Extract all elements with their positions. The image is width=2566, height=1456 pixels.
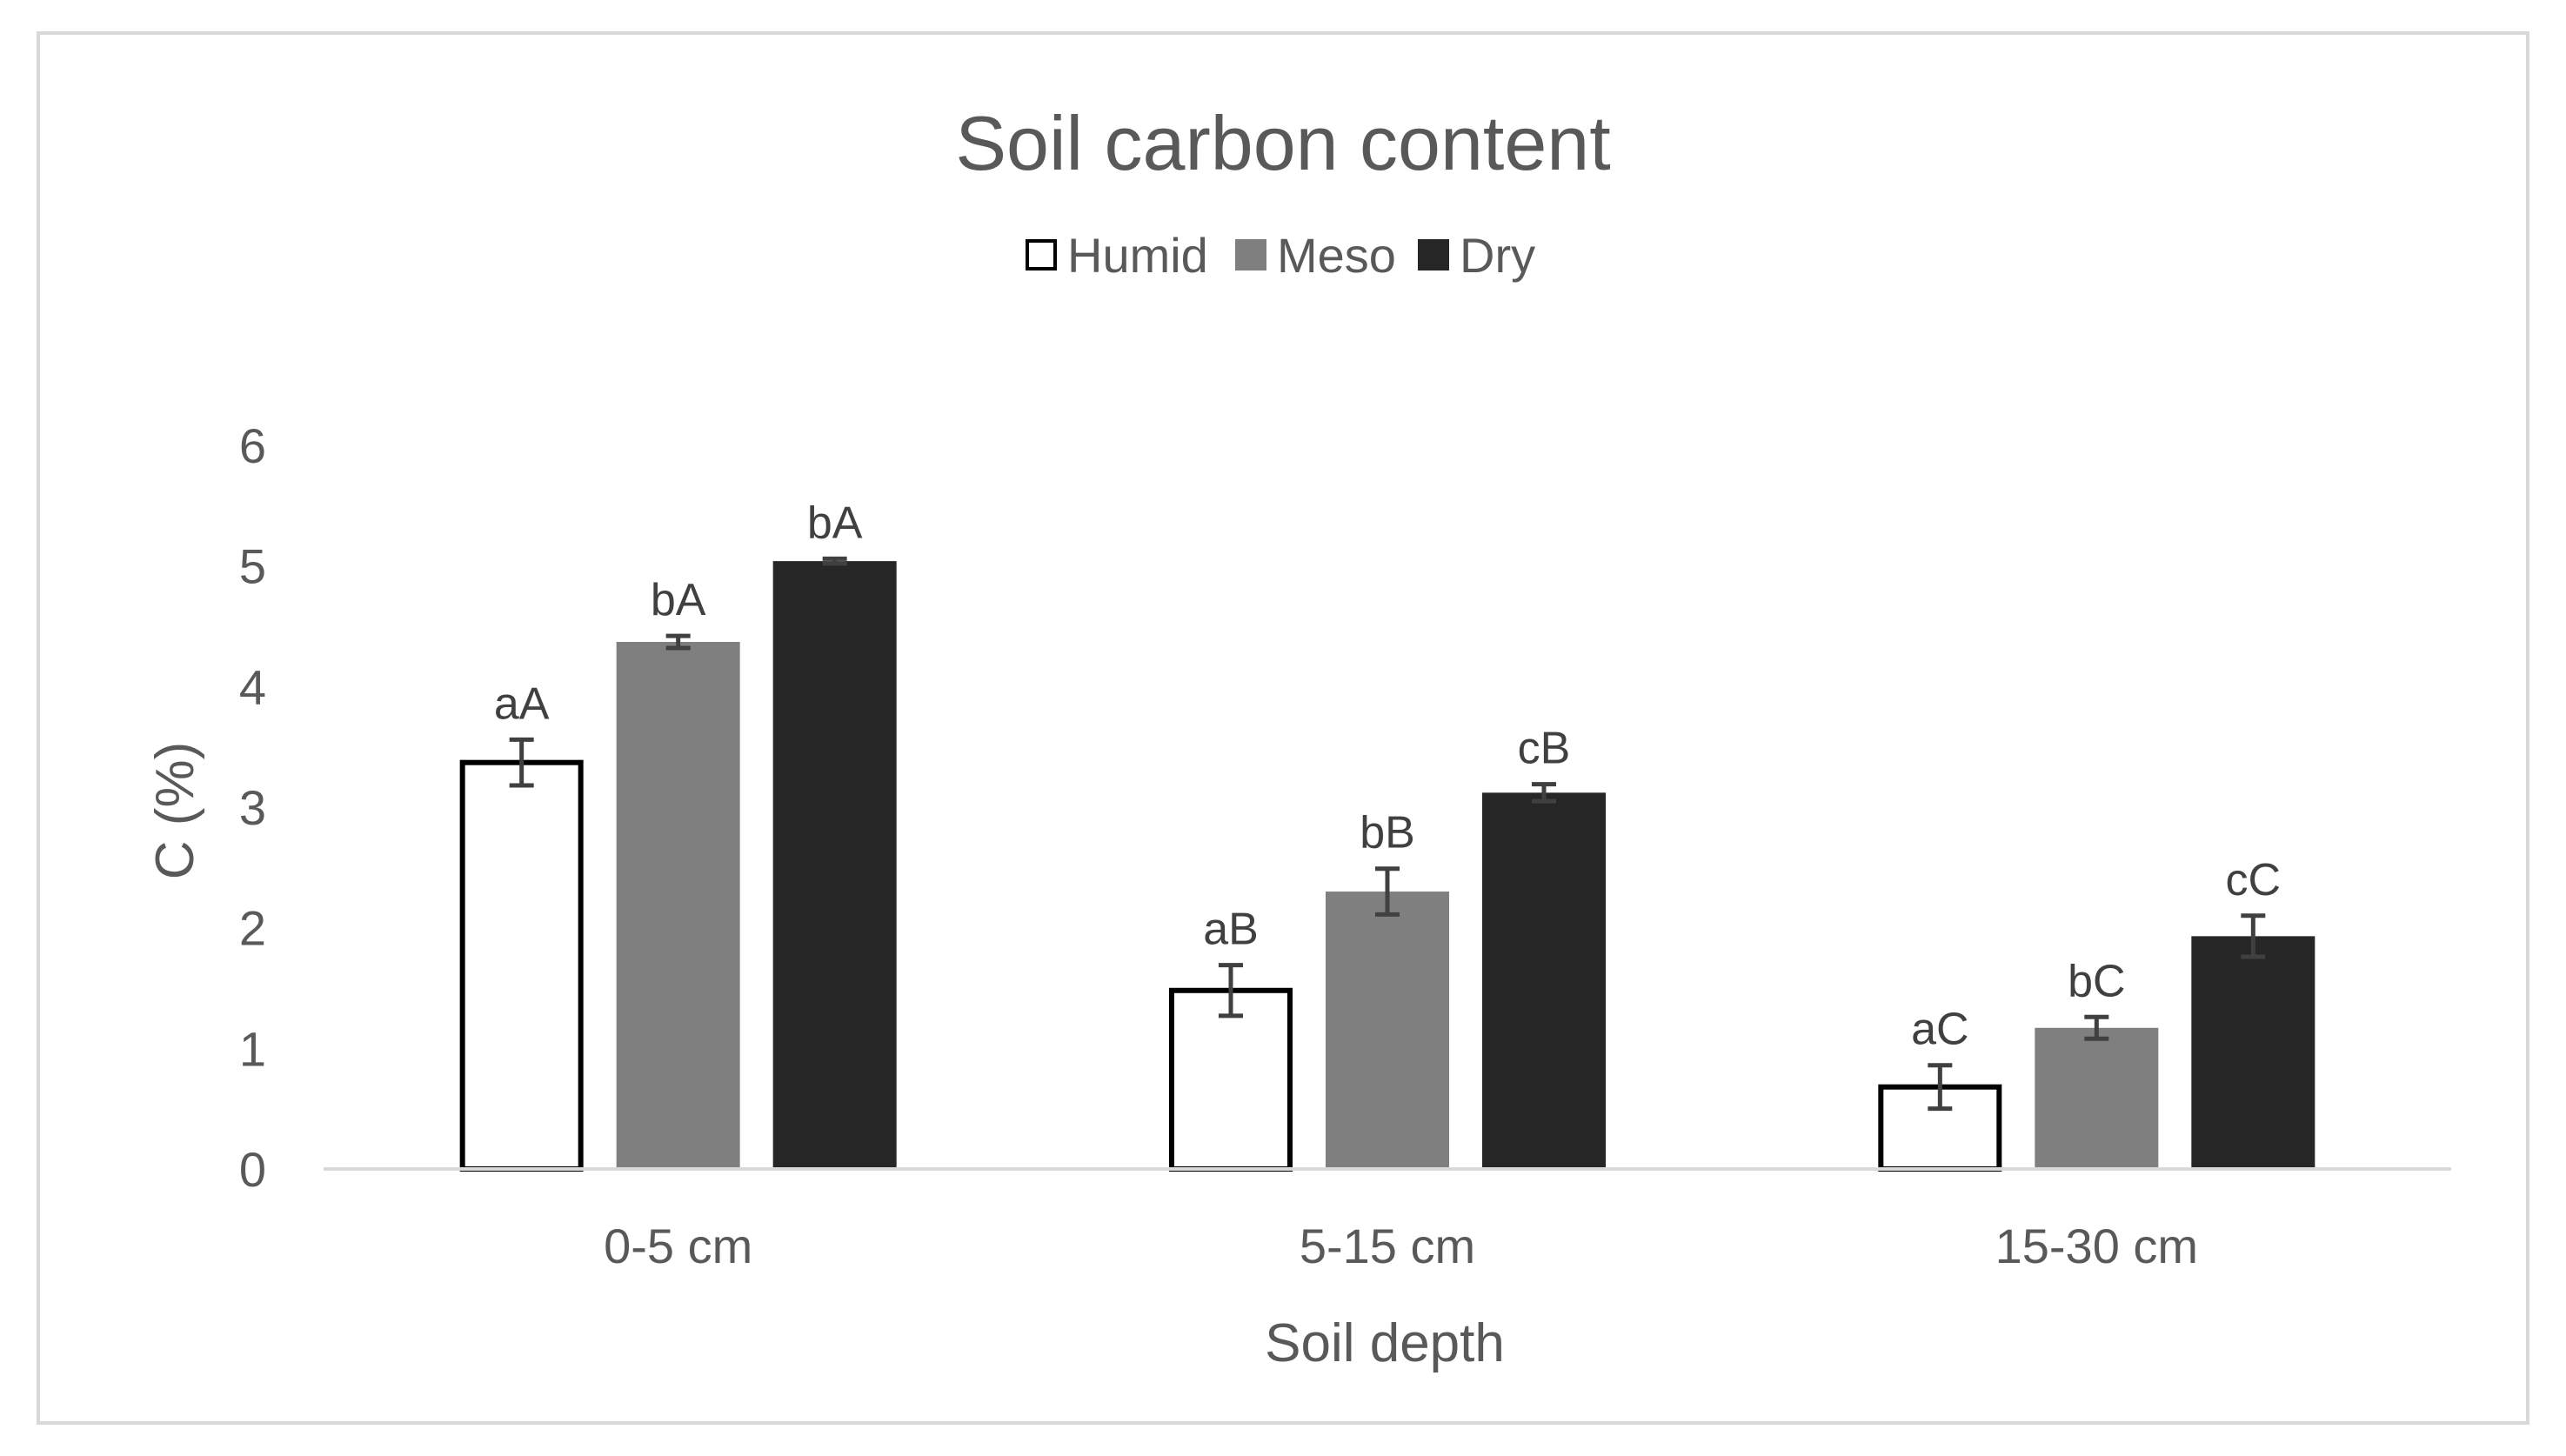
- data-label: cC: [2226, 855, 2282, 905]
- error-bar: [665, 633, 691, 651]
- legend-swatch: [1235, 239, 1266, 270]
- error-bar: [2084, 1014, 2109, 1041]
- legend: Humid Meso Dry: [1026, 228, 1535, 283]
- chart-title: Soil carbon content: [955, 100, 1610, 186]
- legend-item-dry: Dry: [1418, 228, 1535, 283]
- bar-meso: [616, 642, 740, 1169]
- chart-frame: [37, 31, 2529, 1425]
- y-tick-label: 1: [239, 1021, 266, 1076]
- x-tick-label: 0-5 cm: [604, 1219, 752, 1273]
- legend-label: Meso: [1277, 228, 1396, 283]
- bar-dry: [772, 561, 897, 1169]
- data-label: aA: [494, 678, 550, 729]
- y-tick-label: 5: [239, 539, 266, 594]
- y-axis-ticks: 0 1 2 3 4 5 6: [239, 418, 266, 1197]
- bar-meso: [2035, 1027, 2159, 1169]
- legend-label: Humid: [1067, 228, 1208, 283]
- y-tick-label: 4: [239, 659, 266, 714]
- bar-humid: [459, 759, 584, 1172]
- data-label: bA: [651, 575, 706, 625]
- legend-swatch: [1026, 239, 1057, 270]
- y-tick-label: 6: [239, 418, 266, 473]
- error-bar: [1219, 963, 1243, 1019]
- error-bar: [1532, 782, 1556, 804]
- data-label: aB: [1203, 905, 1259, 955]
- x-tick-label: 15-30 cm: [1995, 1219, 2198, 1273]
- data-label: aC: [1911, 1005, 1968, 1055]
- legend-item-humid: Humid: [1026, 228, 1208, 283]
- x-axis-ticks: 0-5 cm 5-15 cm 15-30 cm: [604, 1219, 2198, 1273]
- y-tick-label: 0: [239, 1142, 266, 1197]
- data-label: bA: [807, 498, 863, 548]
- x-tick-label: 5-15 cm: [1300, 1219, 1475, 1273]
- legend-label: Dry: [1460, 228, 1535, 283]
- error-bar: [1928, 1063, 1953, 1112]
- legend-swatch: [1418, 239, 1449, 270]
- x-axis-title: Soil depth: [1265, 1313, 1505, 1373]
- y-tick-label: 2: [239, 901, 266, 956]
- y-tick-label: 3: [239, 780, 266, 835]
- bars: aA bA bA aB bB cB aC bC cC: [459, 498, 2315, 1172]
- error-bar: [509, 737, 534, 788]
- data-label: cB: [1518, 724, 1571, 774]
- error-bar: [822, 556, 847, 566]
- bar-dry: [2191, 936, 2315, 1169]
- data-label: bC: [2068, 956, 2125, 1006]
- error-bar: [1375, 866, 1400, 917]
- error-bar: [2241, 913, 2266, 959]
- data-label: bB: [1360, 808, 1415, 858]
- legend-item-meso: Meso: [1235, 228, 1396, 283]
- bar-meso: [1326, 892, 1449, 1169]
- y-axis-title: C (%): [145, 742, 205, 879]
- bar-dry: [1482, 792, 1606, 1169]
